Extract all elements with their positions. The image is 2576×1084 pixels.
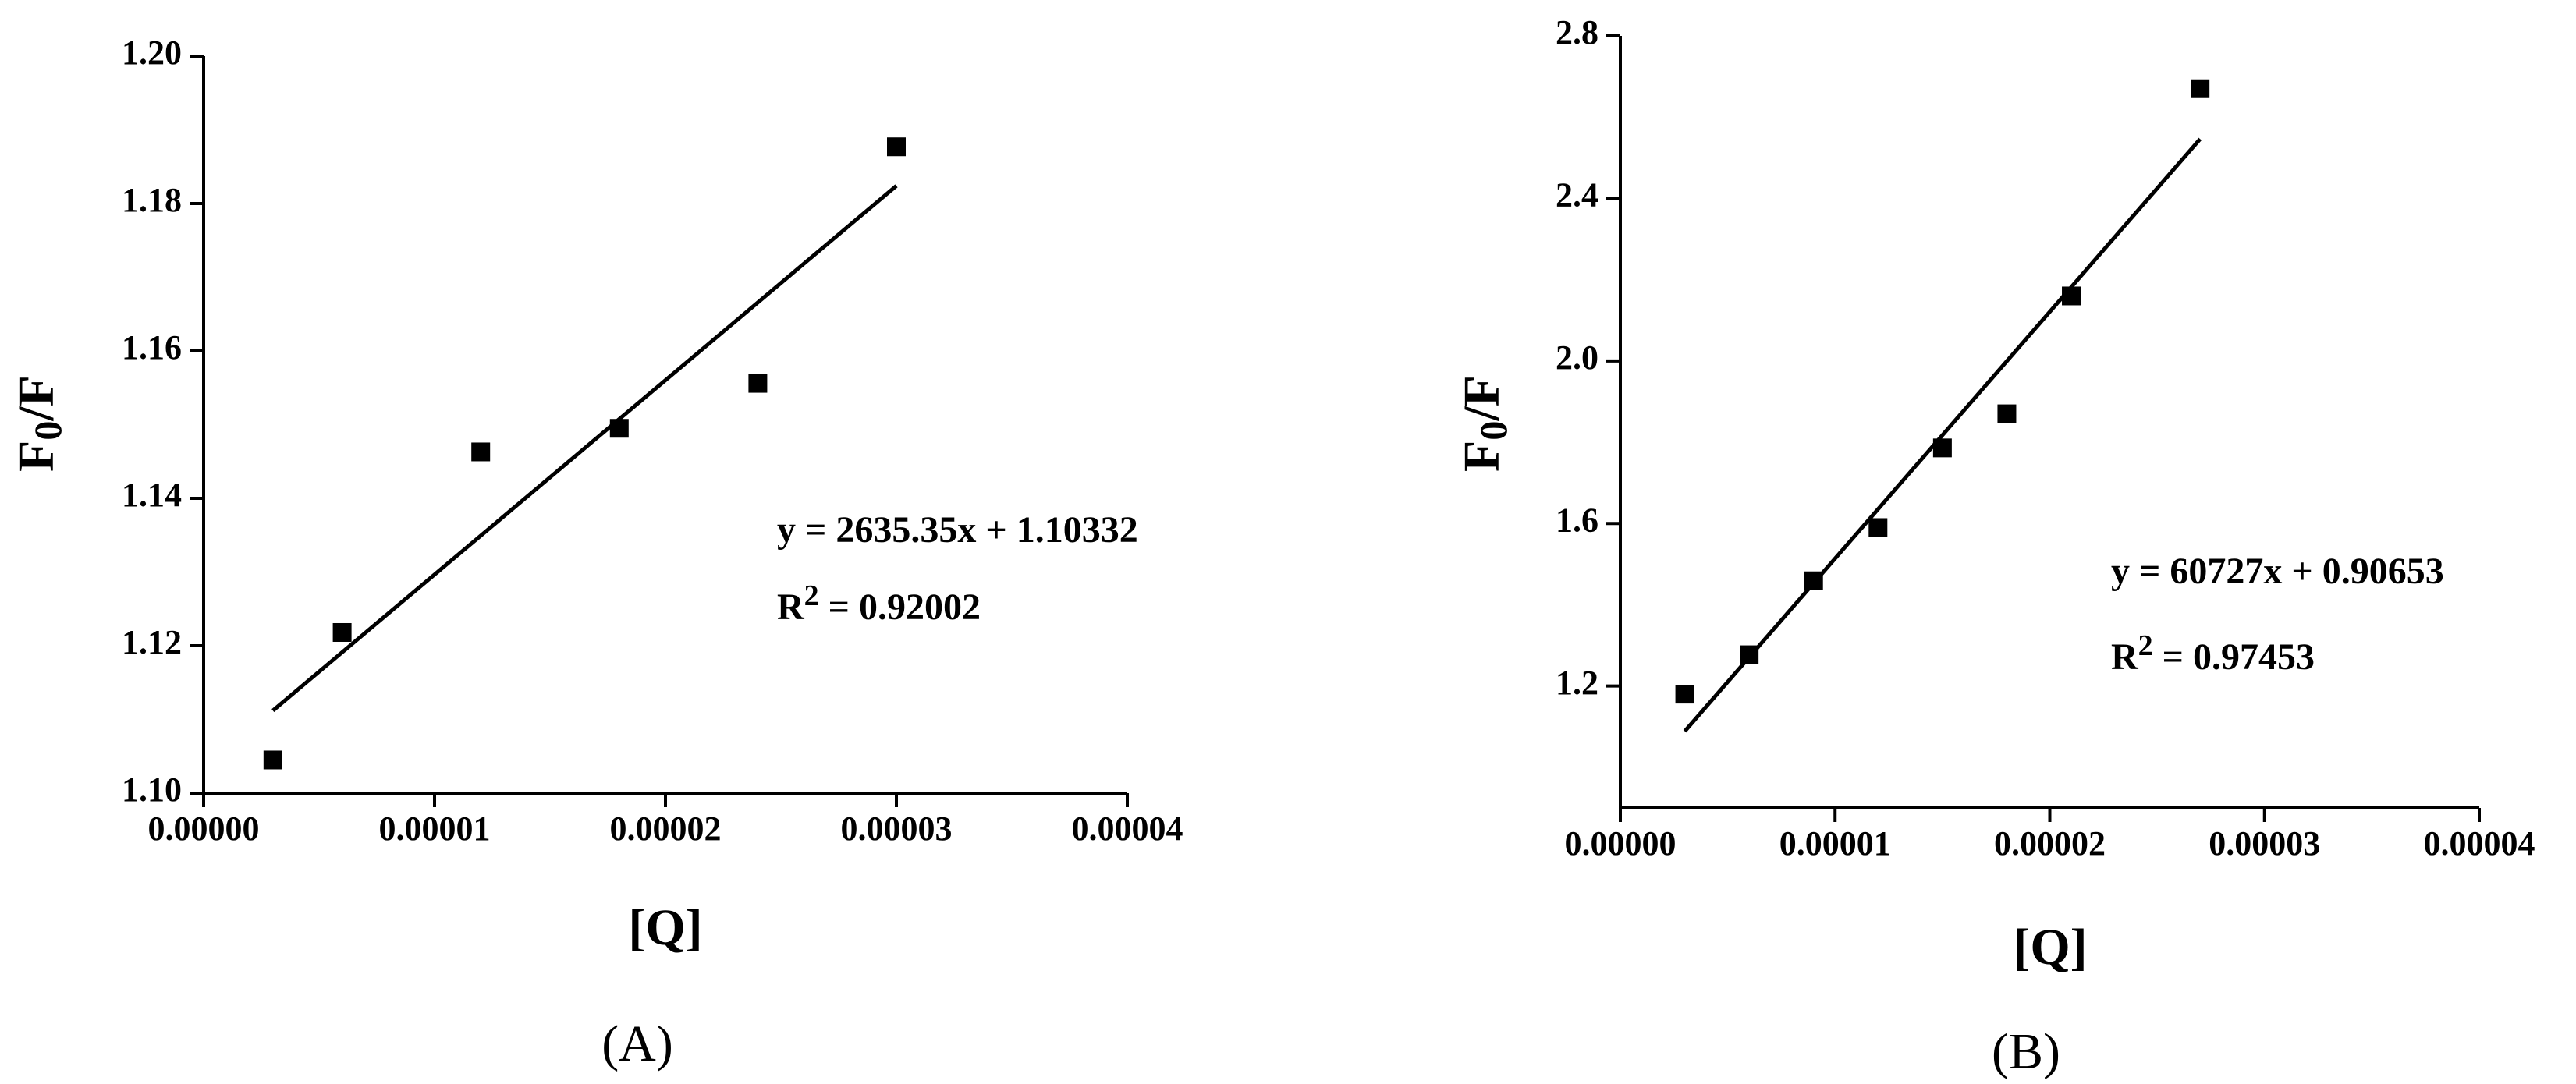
r-squared-part: = 0.97453 [2153,636,2315,678]
y-label-sub: 0 [26,421,69,441]
x-axis-label: [Q] [2013,919,2087,976]
y-tick-label: 2.4 [1556,176,1598,214]
data-point [1868,518,1888,537]
y-label-sub: 0 [1471,421,1515,441]
x-tick-label: 0.00004 [2424,824,2535,863]
data-point [332,622,352,642]
x-tick-label: 0.00000 [1565,824,1677,863]
data-point [609,419,629,438]
y-tick-label: 1.12 [122,623,182,661]
x-tick-label: 0.00001 [379,809,491,848]
data-point [1997,404,2017,423]
data-point [471,442,491,462]
x-axis-label: [Q] [628,899,702,956]
y-tick-label: 1.10 [122,770,182,809]
y-axis-label: F0/F [8,375,69,472]
y-label-part: /F [8,375,65,422]
x-tick-label: 0.00003 [841,809,953,848]
data-point [1740,645,1759,664]
equation: y = 2635.35x + 1.10332 [777,509,1138,551]
y-label-part: F [1453,441,1510,472]
y-tick-label: 1.16 [122,328,182,367]
y-axis-label: F0/F [1453,375,1515,472]
x-tick-label: 0.00004 [1072,809,1183,848]
data-point [887,137,906,157]
y-tick-label: 1.14 [122,476,182,514]
r-squared-part: = 0.92002 [819,586,981,628]
y-tick-label: 1.18 [122,181,182,219]
r-squared-part: R [2111,636,2139,678]
data-point [1675,685,1694,704]
data-point [263,750,282,770]
y-tick-label: 2.8 [1556,13,1598,51]
r-squared: R2 = 0.97453 [2111,629,2315,678]
x-tick-label: 0.00000 [148,809,260,848]
y-tick-label: 2.0 [1556,338,1598,377]
x-tick-label: 0.00002 [1994,824,2106,863]
data-point [1932,438,1952,458]
panel-label: (A) [601,1015,673,1072]
r-squared-part: R [777,586,805,628]
y-tick-label: 1.6 [1556,501,1598,539]
data-point [2191,79,2210,98]
x-tick-label: 0.00002 [610,809,722,848]
r-squared-sup: 2 [2138,629,2153,662]
r-squared-sup: 2 [804,579,819,612]
x-tick-label: 0.00001 [1779,824,1891,863]
y-label-part: /F [1453,375,1510,422]
equation: y = 60727x + 0.90653 [2111,551,2444,592]
y-tick-label: 1.2 [1556,664,1598,702]
fit-line [271,184,898,713]
x-tick-label: 0.00003 [2209,824,2320,863]
r-squared: R2 = 0.92002 [777,579,981,628]
panel: 1.2 1.6 2.0 2.4 2.8 0.00000 0.00001 0.00002 0.00… [1453,13,2535,1080]
panel-label: (B) [1992,1023,2060,1080]
panel: 1.10 1.12 1.14 1.16 1.18 1.20 0.00000 0.00001 0.… [8,34,1183,1072]
y-tick-label: 1.20 [122,34,182,72]
fit-line [1683,137,2202,733]
data-point [1804,571,1823,590]
data-point [748,374,768,393]
y-label-part: F [8,441,65,472]
data-point [2062,286,2081,306]
